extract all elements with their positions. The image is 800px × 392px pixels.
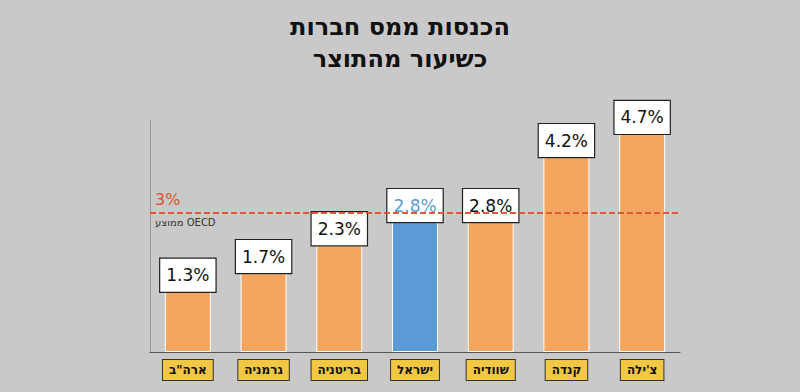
- svg-text:צ'ילה: צ'ילה: [627, 363, 658, 377]
- svg-text:4.7%: 4.7%: [621, 107, 664, 127]
- svg-text:1.7%: 1.7%: [242, 247, 285, 267]
- svg-text:3%: 3%: [155, 190, 180, 209]
- svg-text:קנדה: קנדה: [552, 363, 582, 377]
- svg-text:2.8%: 2.8%: [393, 195, 437, 216]
- svg-text:2.3%: 2.3%: [318, 219, 361, 239]
- svg-text:בריטניה: בריטניה: [318, 363, 361, 377]
- svg-text:2.8%: 2.8%: [469, 195, 513, 216]
- svg-text:4.2%: 4.2%: [545, 131, 588, 151]
- svg-text:ארה"ב: ארה"ב: [169, 363, 207, 377]
- svg-text:כשיעור מהתוצר: כשיעור מהתוצר: [313, 45, 488, 73]
- svg-text:שוודיה: שוודיה: [473, 363, 509, 377]
- svg-text:1.3%: 1.3%: [166, 265, 209, 285]
- svg-text:ישראל: ישראל: [397, 363, 433, 377]
- svg-text:ממוצע OECD: ממוצע OECD: [155, 217, 216, 228]
- svg-text:הכנסות ממס חברות: הכנסות ממס חברות: [290, 13, 510, 41]
- svg-text:גרמניה: גרמניה: [244, 363, 283, 377]
